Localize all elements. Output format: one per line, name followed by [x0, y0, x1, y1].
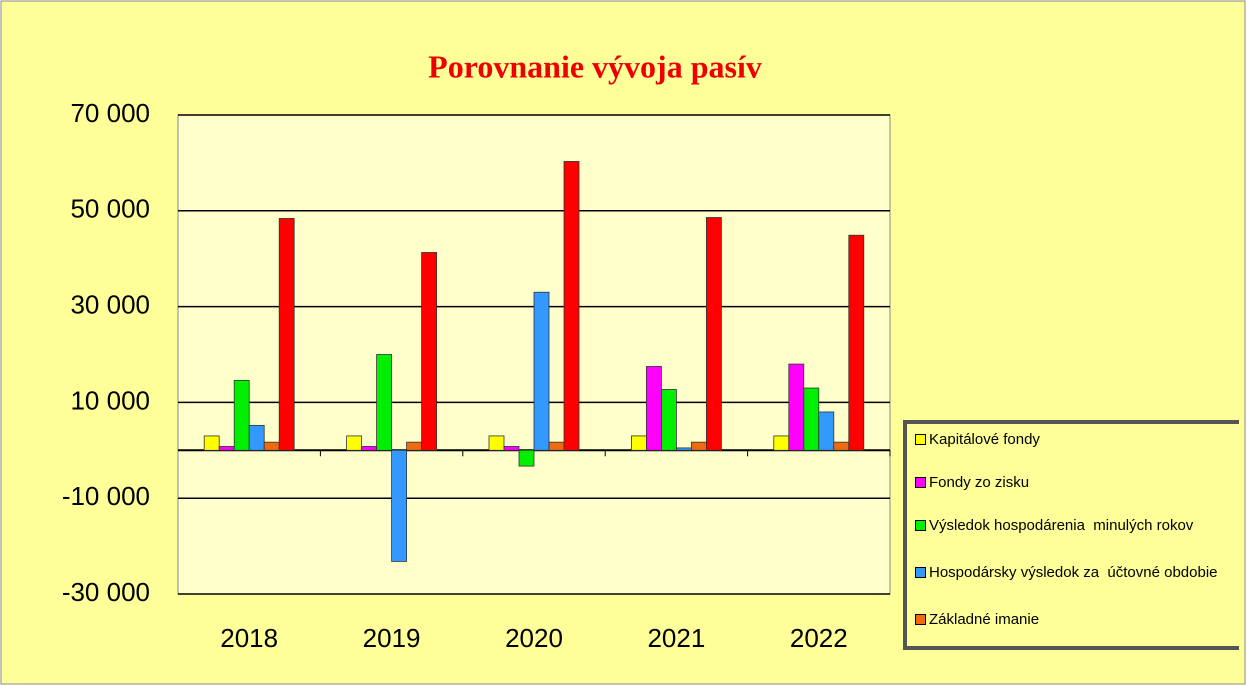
bar	[691, 441, 707, 451]
y-tick-label: -10 000	[62, 481, 150, 511]
legend-swatch	[915, 520, 926, 531]
legend-label: Fondy zo zisku	[929, 474, 1030, 491]
bar	[788, 363, 805, 451]
x-tick-label: 2018	[220, 623, 278, 653]
y-tick-label: 50 000	[70, 194, 150, 224]
bar	[848, 234, 865, 451]
bar	[278, 218, 295, 451]
bar	[233, 379, 250, 451]
legend-item: Kapitálové fondy	[915, 430, 1231, 473]
legend-item: Fondy zo zisku	[915, 473, 1231, 516]
bar	[421, 252, 438, 451]
bar	[563, 161, 580, 451]
bar	[218, 446, 235, 451]
legend-item: Výsledok hospodárenia minulých rokov	[915, 516, 1231, 563]
bar	[818, 411, 835, 451]
bar	[676, 447, 692, 451]
legend-swatch	[915, 567, 926, 578]
bar	[533, 291, 550, 451]
bar	[548, 441, 565, 451]
legend-label: Výsledok hospodárenia minulých rokov	[929, 517, 1194, 534]
bar	[518, 449, 535, 467]
bar	[503, 446, 520, 451]
bar	[631, 435, 647, 451]
bar	[833, 441, 850, 451]
x-tick-label: 2022	[790, 623, 848, 653]
bar	[346, 435, 363, 451]
legend-label: Hospodársky výsledok za účtovné obdobie	[929, 564, 1218, 581]
bar	[706, 217, 722, 451]
y-tick-label: -30 000	[62, 577, 150, 607]
bar	[391, 449, 408, 562]
legend-swatch	[915, 477, 926, 488]
bar	[773, 435, 790, 451]
chart-title: Porovnanie vývoja pasív	[428, 48, 762, 84]
legend-label: Základné imanie	[929, 611, 1040, 628]
legend-item: Hospodársky výsledok za účtovné obdobie	[915, 563, 1231, 610]
legend-swatch	[915, 434, 926, 445]
legend-label: Kapitálové fondy	[929, 431, 1040, 448]
legend: Kapitálové fondy Fondy zo zisku Výsledok h…	[903, 420, 1239, 650]
y-tick-label: 30 000	[70, 289, 150, 319]
y-tick-label: 70 000	[70, 98, 150, 128]
bar	[406, 441, 423, 451]
bar	[376, 354, 393, 451]
bar	[803, 387, 820, 451]
bar	[263, 441, 280, 451]
bar	[488, 435, 505, 451]
bar	[661, 389, 677, 451]
x-tick-label: 2021	[647, 623, 705, 653]
bar	[361, 446, 378, 451]
legend-swatch	[915, 614, 926, 625]
bar	[646, 366, 662, 451]
y-tick-label: 10 000	[70, 385, 150, 415]
x-tick-label: 2020	[505, 623, 563, 653]
bar	[248, 424, 265, 451]
legend-item: Základné imanie	[915, 610, 1231, 657]
bar	[203, 435, 220, 451]
x-tick-label: 2019	[363, 623, 421, 653]
